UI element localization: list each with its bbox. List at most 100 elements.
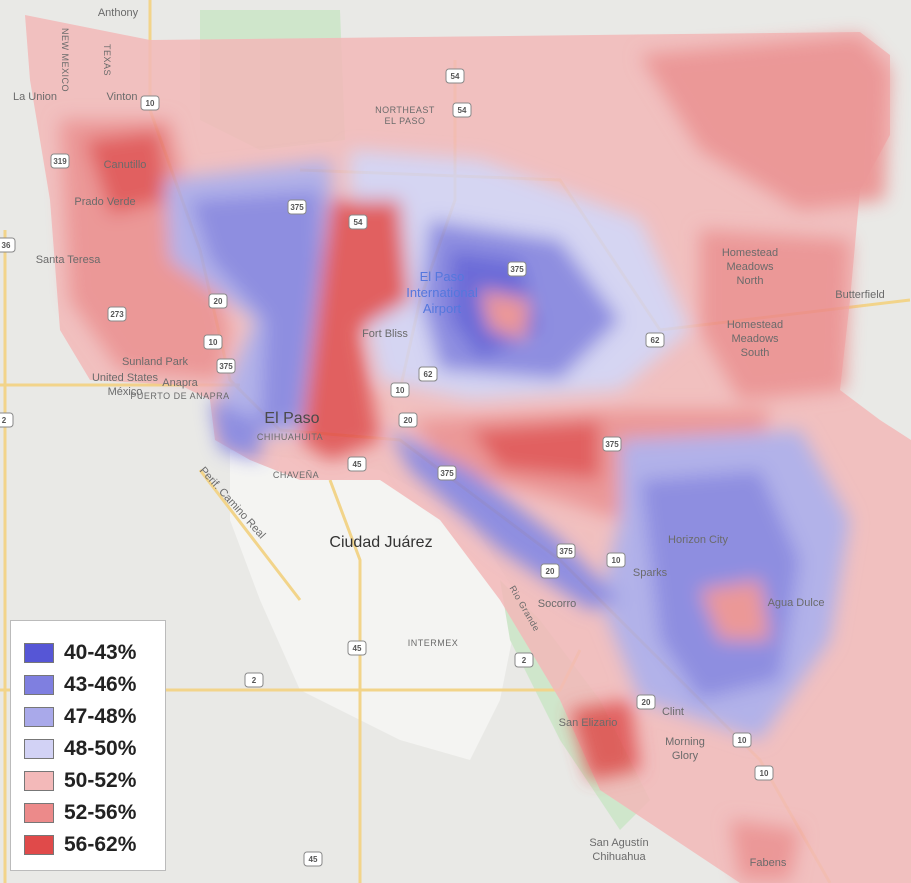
legend-label: 43-46% (64, 673, 137, 696)
place-label: Fort Bliss (362, 328, 408, 340)
highway-shield (507, 261, 527, 277)
highway-number: 10 (396, 386, 405, 395)
place-label: Prado Verde (74, 196, 135, 208)
place-label: CHIHUAHUITA (257, 432, 323, 442)
highway-shield (398, 412, 418, 428)
highway-shield (140, 95, 160, 111)
highway-shield (645, 332, 665, 348)
place-label: Clint (662, 706, 684, 718)
place-label: Airport (423, 301, 462, 316)
highway-shield (107, 306, 127, 322)
highway-shield (445, 68, 465, 84)
highway-number: 45 (353, 460, 362, 469)
place-label: Anapra (162, 377, 198, 389)
highway-shield (50, 153, 70, 169)
place-label: Meadows (726, 261, 774, 273)
highway-shield (348, 214, 368, 230)
vote-share-area (700, 230, 850, 400)
place-label: Meadows (731, 333, 779, 345)
place-label: TEXAS (102, 44, 112, 76)
highway-number: 20 (546, 567, 555, 576)
place-label: Horizon City (668, 534, 728, 546)
legend-entry: 56-62% (24, 829, 165, 861)
highway-number: 375 (605, 440, 619, 449)
place-label: La Union (13, 91, 57, 103)
place-label: Homestead (722, 247, 778, 259)
highway-shield (0, 237, 16, 253)
legend-label: 40-43% (64, 641, 137, 664)
highway-number: 375 (559, 547, 573, 556)
highway-shield (556, 543, 576, 559)
vote-share-area (190, 190, 320, 430)
legend-swatch (24, 643, 54, 663)
highway-number: 54 (451, 72, 460, 81)
highway-shield (216, 358, 236, 374)
legend-swatch (24, 803, 54, 823)
highway-number: 375 (510, 265, 524, 274)
highway-shield (347, 640, 367, 656)
place-label: Ciudad Juárez (329, 534, 432, 551)
vote-share-area (730, 820, 800, 880)
legend-entry: 48-50% (24, 733, 165, 765)
highway-number: 2 (2, 416, 7, 425)
highway-number: 273 (110, 310, 124, 319)
place-label: Socorro (538, 598, 577, 610)
highway-shield (418, 366, 438, 382)
highway-number: 45 (353, 644, 362, 653)
highway-shield (540, 563, 560, 579)
highway-shield (287, 199, 307, 215)
place-label: Glory (672, 750, 699, 762)
place-label: PUERTO DE ANAPRA (130, 391, 229, 401)
place-label: South (741, 347, 770, 359)
highway-number: 319 (53, 157, 67, 166)
place-label: North (737, 275, 764, 287)
place-label: Sparks (633, 567, 668, 579)
place-label: Homestead (727, 319, 783, 331)
place-label: Agua Dulce (768, 597, 825, 609)
place-label: Canutillo (104, 159, 147, 171)
highway-shield (208, 293, 228, 309)
highway-shield (754, 765, 774, 781)
highway-number: 54 (458, 106, 467, 115)
vote-share-area (470, 420, 600, 480)
highway-number: 375 (440, 469, 454, 478)
highway-number: 375 (290, 203, 304, 212)
place-label: San Elizario (559, 717, 618, 729)
highway-number: 10 (209, 338, 218, 347)
legend: 40-43% 43-46% 47-48% 48-50% 50-52% 52-56% 56-6… (10, 620, 166, 871)
highway-shield (732, 732, 752, 748)
vote-share-area (480, 290, 530, 340)
road (328, 479, 362, 883)
place-label: NORTHEAST (375, 105, 435, 115)
vote-share-area (85, 130, 170, 215)
legend-label: 48-50% (64, 737, 137, 760)
legend-entry: 50-52% (24, 765, 165, 797)
place-label: NEW MEXICO (60, 28, 70, 92)
highway-number: 36 (2, 241, 11, 250)
highway-number: 10 (738, 736, 747, 745)
highway-shield (636, 694, 656, 710)
place-label: Chihuahua (592, 851, 646, 863)
legend-swatch (24, 739, 54, 759)
legend-swatch (24, 771, 54, 791)
legend-entry: 47-48% (24, 701, 165, 733)
vote-share-area (700, 580, 770, 640)
place-label: San Agustín (589, 837, 648, 849)
place-label: Vinton (107, 91, 138, 103)
highway-number: 54 (354, 218, 363, 227)
highway-shield (390, 382, 410, 398)
place-label: El Paso (264, 410, 319, 427)
highway-shield (203, 334, 223, 350)
place-label: INTERMEX (408, 638, 459, 648)
highway-shield (606, 552, 626, 568)
legend-swatch (24, 675, 54, 695)
legend-swatch (24, 835, 54, 855)
highway-shield (303, 851, 323, 867)
highway-shield (437, 465, 457, 481)
legend-entry: 52-56% (24, 797, 165, 829)
place-label: Santa Teresa (36, 254, 102, 266)
place-label: Anthony (98, 7, 139, 19)
legend-entry: 43-46% (24, 669, 165, 701)
place-label: Fabens (750, 857, 787, 869)
place-label: United States (92, 372, 159, 384)
